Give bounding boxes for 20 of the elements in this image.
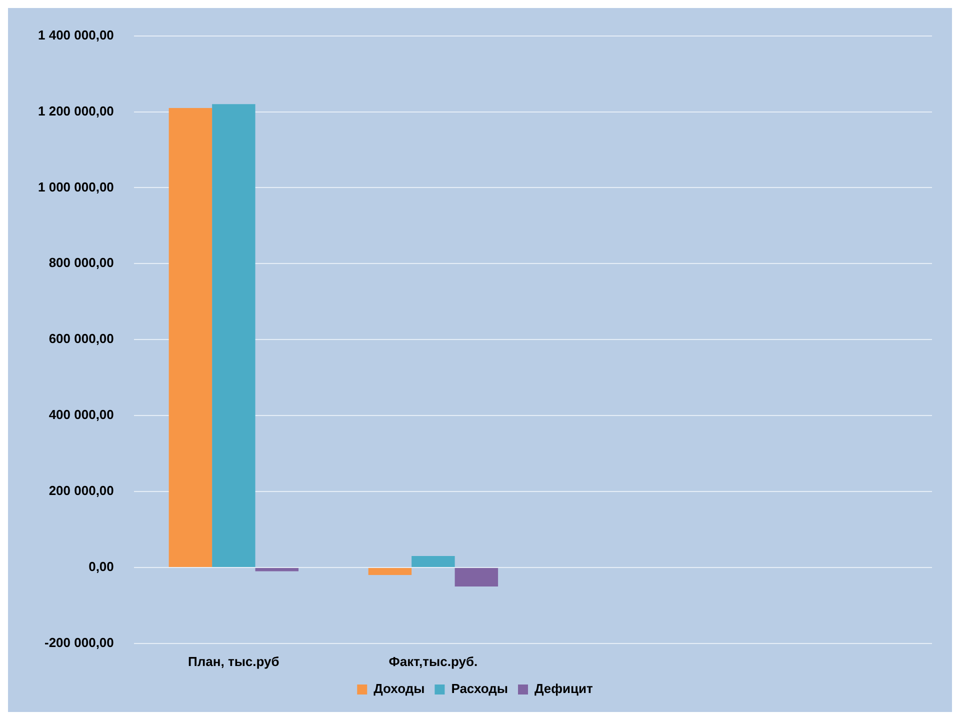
- y-tick-label: 800 000,00: [48, 255, 114, 270]
- y-tick-label: -200 000,00: [44, 634, 114, 650]
- y-tick-label: 0,00: [88, 559, 114, 574]
- bar: [368, 568, 412, 576]
- bar: [255, 568, 299, 572]
- y-tick-label: 1 000 000,00: [38, 179, 114, 194]
- x-tick-label: План, тыс.руб: [188, 654, 280, 669]
- x-tick-label: Факт,тыс.руб.: [388, 654, 478, 669]
- bar: [168, 108, 212, 567]
- legend-label: Дефицит: [534, 681, 593, 696]
- y-tick-label: 1 400 000,00: [38, 27, 114, 42]
- bar: [412, 556, 455, 567]
- bar: [212, 104, 256, 567]
- y-tick-label: 1 200 000,00: [38, 103, 114, 118]
- bar: [454, 568, 498, 586]
- y-tick-label: 600 000,00: [48, 331, 114, 346]
- y-tick-label: 400 000,00: [48, 407, 114, 422]
- legend-label: Доходы: [374, 681, 425, 696]
- y-tick-label: 200 000,00: [48, 483, 114, 498]
- legend-label: Расходы: [451, 681, 508, 696]
